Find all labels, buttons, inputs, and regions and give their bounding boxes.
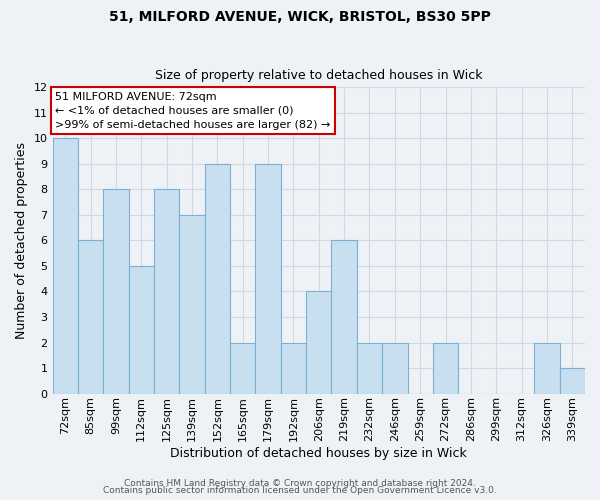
Title: Size of property relative to detached houses in Wick: Size of property relative to detached ho…: [155, 69, 482, 82]
Bar: [53, 138, 78, 394]
Bar: [534, 342, 560, 394]
Bar: [357, 342, 382, 394]
Text: Contains public sector information licensed under the Open Government Licence v3: Contains public sector information licen…: [103, 486, 497, 495]
Bar: [331, 240, 357, 394]
Y-axis label: Number of detached properties: Number of detached properties: [15, 142, 28, 339]
Bar: [382, 342, 407, 394]
Bar: [281, 342, 306, 394]
Bar: [179, 215, 205, 394]
Bar: [205, 164, 230, 394]
Bar: [128, 266, 154, 394]
Bar: [103, 190, 128, 394]
Bar: [154, 190, 179, 394]
X-axis label: Distribution of detached houses by size in Wick: Distribution of detached houses by size …: [170, 447, 467, 460]
Bar: [78, 240, 103, 394]
Text: 51, MILFORD AVENUE, WICK, BRISTOL, BS30 5PP: 51, MILFORD AVENUE, WICK, BRISTOL, BS30 …: [109, 10, 491, 24]
Bar: [256, 164, 281, 394]
Bar: [433, 342, 458, 394]
Bar: [230, 342, 256, 394]
Bar: [560, 368, 585, 394]
Text: Contains HM Land Registry data © Crown copyright and database right 2024.: Contains HM Land Registry data © Crown c…: [124, 478, 476, 488]
Text: 51 MILFORD AVENUE: 72sqm
← <1% of detached houses are smaller (0)
>99% of semi-d: 51 MILFORD AVENUE: 72sqm ← <1% of detach…: [55, 92, 331, 130]
Bar: [306, 292, 331, 394]
